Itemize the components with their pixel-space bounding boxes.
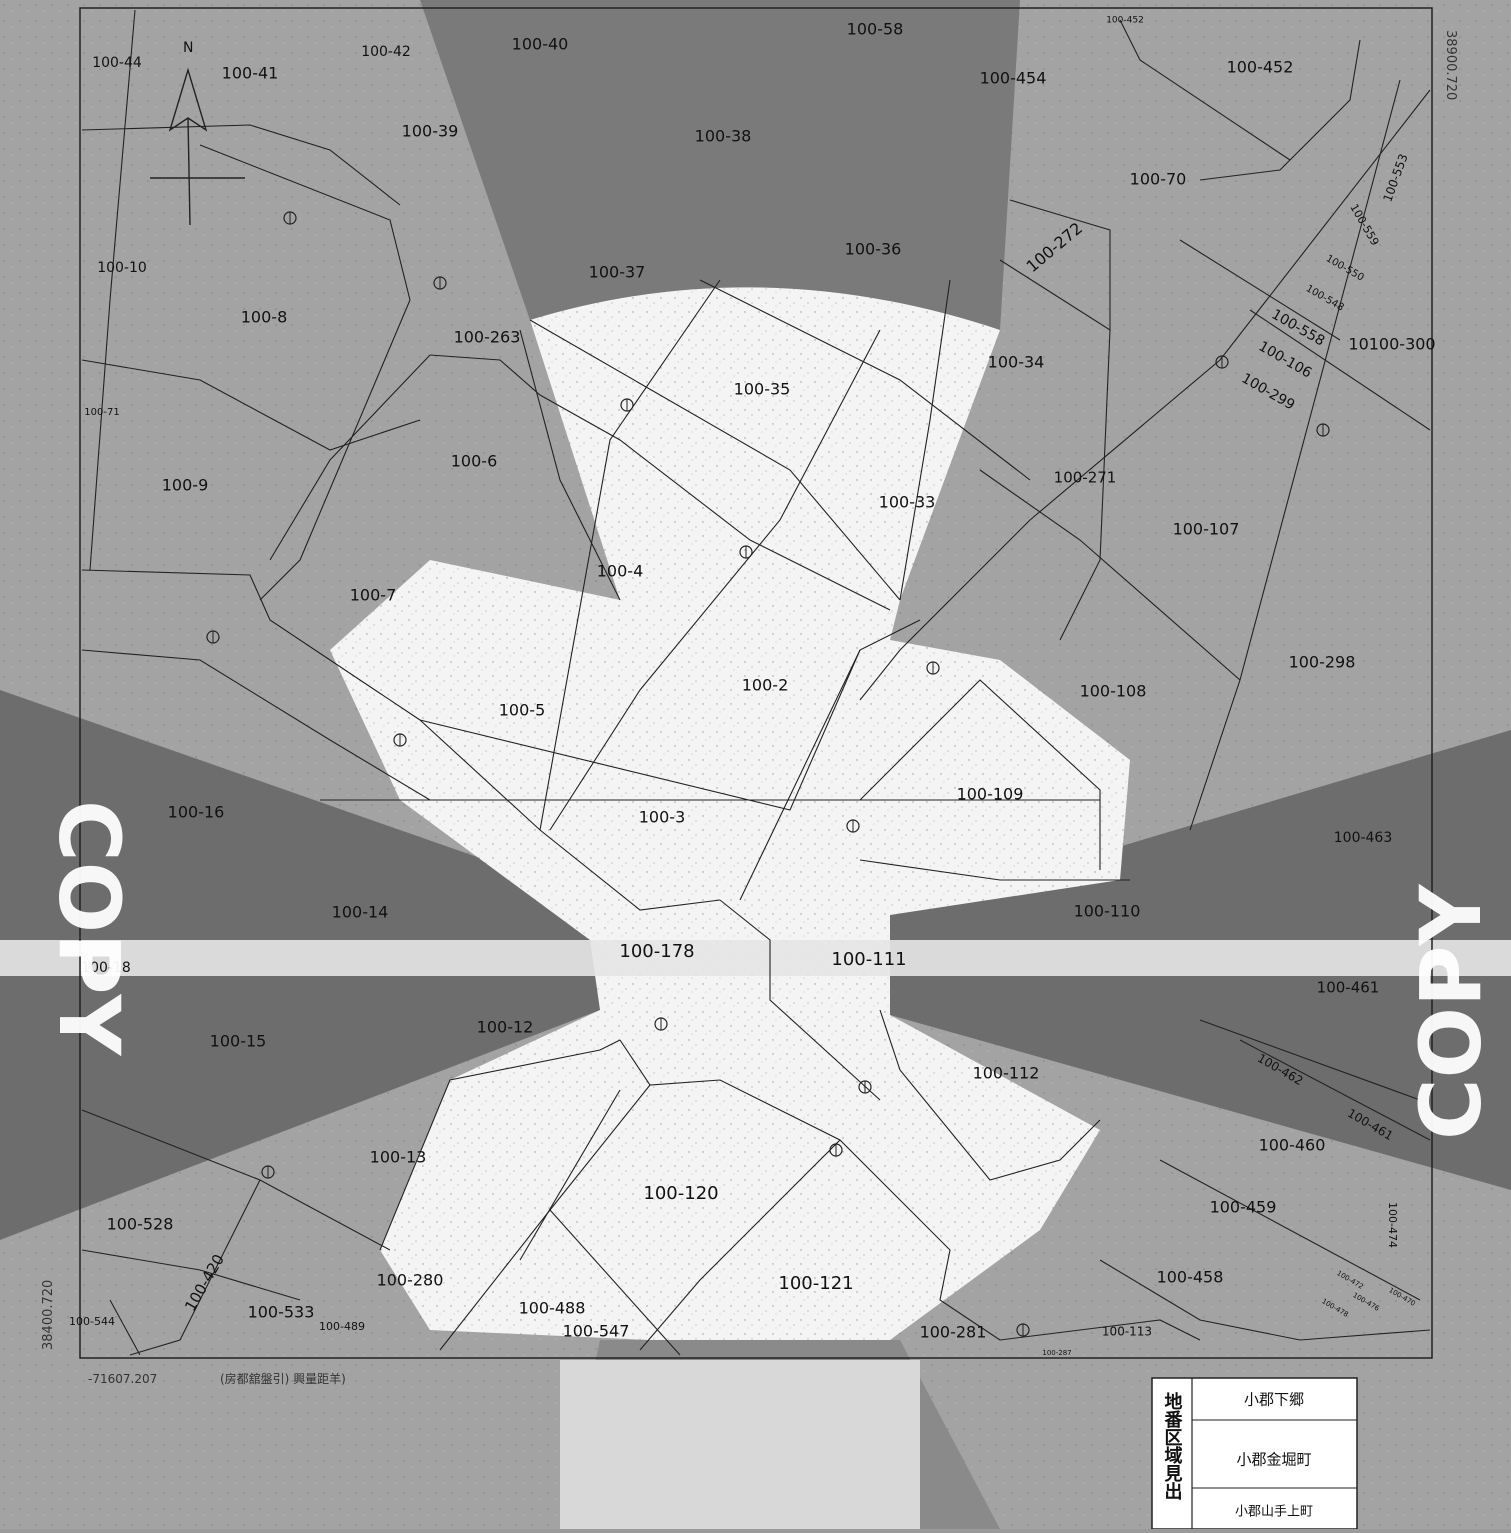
parcel-label: 100-108 (1080, 682, 1147, 701)
parcel-label: 100-6 (451, 452, 498, 471)
parcel-label: 100-9 (162, 476, 209, 495)
parcel-label: 100-298 (1289, 653, 1356, 672)
parcel-label: 100-452 (1106, 16, 1144, 26)
parcel-label: 100-8 (241, 308, 288, 327)
parcel-label: 100-488 (519, 1299, 586, 1318)
parcel-label: 100-463 (1334, 830, 1393, 846)
watermark-right: COPY (1402, 883, 1500, 1140)
legend-header: 地番区域見出 (1162, 1391, 1184, 1500)
cleared-area (330, 287, 1130, 1340)
parcel-label: 100-474 (1386, 1202, 1399, 1248)
parcel-label: 100-71 (84, 407, 119, 418)
parcel-label: 100-271 (1054, 469, 1117, 487)
parcel-label: 100-544 (69, 1315, 115, 1328)
parcel-label: 100-109 (957, 785, 1024, 804)
parcel-label: 100-42 (361, 44, 411, 60)
copy-watermark-right: COPY (1402, 883, 1500, 1140)
parcel-label: 100-121 (778, 1273, 853, 1294)
parcel-label: 100-111 (831, 949, 906, 970)
parcel-label: 100-459 (1210, 1198, 1277, 1217)
coord-top-right: 38900.720 (1443, 30, 1458, 100)
parcel-label: 100-547 (563, 1322, 630, 1341)
legend-row-2: 小郡金堀町 (1236, 1451, 1311, 1469)
parcel-label: 100-120 (643, 1183, 718, 1204)
watermark-left: COPY (40, 800, 138, 1057)
parcel-label: 100-70 (1130, 170, 1187, 189)
parcel-boundaries (81, 9, 1431, 1356)
parcel-label: 100-281 (920, 1323, 987, 1342)
parcel-label: 100-489 (319, 1320, 365, 1333)
parcel-label: 100-5 (499, 701, 546, 720)
parcel-label: 100-454 (980, 69, 1047, 88)
north-label: N (183, 40, 193, 56)
scale-note: (房都舘盤引) 興量距羊) (220, 1371, 346, 1386)
parcel-label: 100-452 (1227, 58, 1294, 77)
parcel-label: 100-263 (454, 328, 521, 347)
parcel-label: 100-178 (619, 941, 694, 962)
parcel-label: 100-41 (222, 64, 279, 83)
parcel-label: 100-16 (168, 803, 225, 822)
parcel-label: 100-14 (332, 903, 389, 922)
parcel-label: 100-10 (97, 260, 147, 276)
parcel-label: 100-34 (988, 353, 1045, 372)
parcel-label: 100-58 (847, 20, 904, 39)
parcel-label: 100-15 (210, 1032, 267, 1051)
white-streak (0, 940, 1511, 976)
parcel-label: 100-4 (597, 562, 644, 581)
parcel-label: 100-44 (92, 55, 142, 71)
parcel-label: 10100-300 (1348, 335, 1435, 354)
parcel-label: 100-7 (350, 586, 397, 605)
parcel-label: 100-533 (248, 1303, 315, 1322)
parcel-label: 100-461 (1317, 979, 1380, 997)
district-legend: 地番区域見出 小郡下郷 小郡金堀町 小郡山手上町 (1151, 1377, 1358, 1530)
legend-row-1: 小郡下郷 (1244, 1391, 1304, 1409)
copy-watermark-left: COPY (40, 800, 138, 1057)
parcel-label: 100-112 (973, 1064, 1040, 1083)
parcel-label: 100-107 (1173, 520, 1240, 539)
parcel-label: 100-12 (477, 1018, 534, 1037)
map-frame (79, 7, 1433, 1359)
parcel-label: 100-3 (639, 808, 686, 827)
parcel-label: 100-13 (370, 1148, 427, 1167)
parcel-label: 100-2 (742, 676, 789, 695)
coord-bottom-left: -71607.207 (88, 1372, 157, 1386)
parcel-label: 100-458 (1157, 1268, 1224, 1287)
parcel-label: 100-113 (1102, 1325, 1152, 1339)
parcel-label: 100-38 (695, 127, 752, 146)
parcel-label: 100-528 (107, 1215, 174, 1234)
parcel-label: 100-18 (81, 960, 131, 976)
parcel-label: 100-36 (845, 240, 902, 259)
parcel-label: 100-35 (734, 380, 791, 399)
legend-row-3: 小郡山手上町 (1235, 1505, 1313, 1520)
parcel-label: 100-460 (1259, 1136, 1326, 1155)
parcel-label: 100-33 (879, 493, 936, 512)
parcel-label: 100-37 (589, 263, 646, 282)
coord-left: 38400.720 (41, 1280, 56, 1350)
parcel-label: 100-110 (1074, 902, 1141, 921)
parcel-label: 100-280 (377, 1271, 444, 1290)
parcel-label: 100-287 (1042, 1349, 1071, 1357)
parcel-label: 100-39 (402, 122, 459, 141)
parcel-label: 100-40 (512, 35, 569, 54)
bottom-light-area (560, 1360, 920, 1529)
north-arrow-icon (150, 67, 245, 226)
